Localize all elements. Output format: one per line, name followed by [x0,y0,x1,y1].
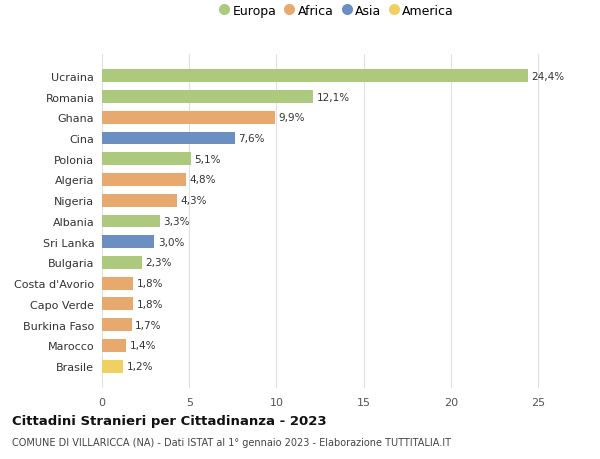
Text: 4,3%: 4,3% [181,196,207,206]
Text: 2,3%: 2,3% [146,258,172,268]
Legend: Europa, Africa, Asia, America: Europa, Africa, Asia, America [221,5,454,18]
Text: 12,1%: 12,1% [317,92,350,102]
Text: 1,2%: 1,2% [127,361,153,371]
Bar [102,174,186,186]
Bar [102,298,133,311]
Bar [102,319,131,331]
Text: 3,3%: 3,3% [163,217,190,226]
Text: 1,8%: 1,8% [137,299,163,309]
Bar [102,91,313,104]
Bar [102,112,275,124]
Bar [102,236,154,249]
Text: 3,0%: 3,0% [158,237,184,247]
Bar [102,215,160,228]
Text: 7,6%: 7,6% [238,134,265,144]
Bar [102,132,235,145]
Text: 1,4%: 1,4% [130,341,157,351]
Bar [102,194,177,207]
Bar [102,277,133,290]
Bar [102,153,191,166]
Text: 9,9%: 9,9% [278,113,305,123]
Bar [102,70,527,83]
Text: 24,4%: 24,4% [531,72,564,82]
Text: 1,8%: 1,8% [137,279,163,289]
Bar [102,339,127,352]
Text: 1,7%: 1,7% [135,320,161,330]
Bar [102,257,142,269]
Bar [102,360,123,373]
Text: COMUNE DI VILLARICCA (NA) - Dati ISTAT al 1° gennaio 2023 - Elaborazione TUTTITA: COMUNE DI VILLARICCA (NA) - Dati ISTAT a… [12,437,451,447]
Text: Cittadini Stranieri per Cittadinanza - 2023: Cittadini Stranieri per Cittadinanza - 2… [12,414,326,428]
Text: 4,8%: 4,8% [189,175,216,185]
Text: 5,1%: 5,1% [194,154,221,164]
